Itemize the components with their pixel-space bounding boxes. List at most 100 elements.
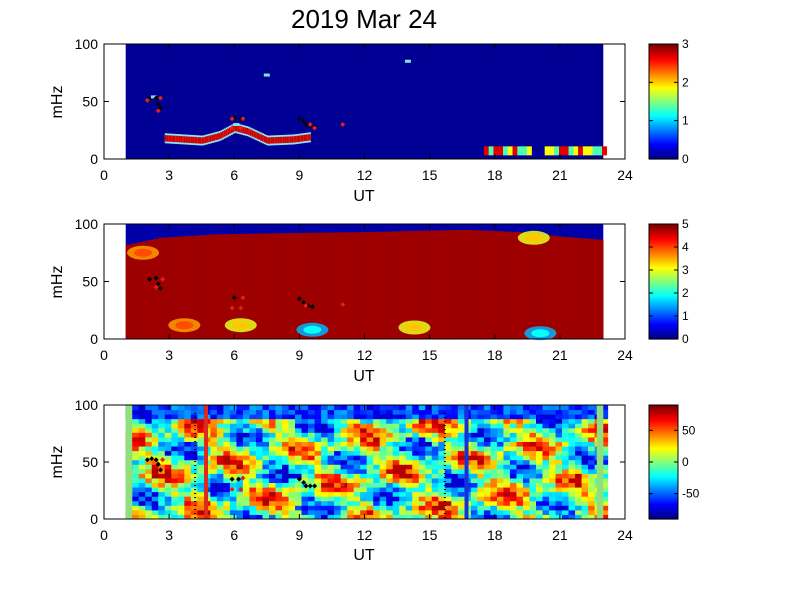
colorbar-cell	[649, 405, 678, 408]
heatmap-cell	[236, 468, 244, 474]
heatmap-cell	[327, 432, 335, 438]
heatmap-cell	[562, 441, 570, 447]
heatmap-cell	[288, 136, 291, 143]
heatmap-cell	[477, 455, 485, 461]
heatmap-cell	[549, 427, 557, 433]
heatmap-cell	[132, 423, 140, 429]
heatmap-cell	[562, 491, 570, 497]
heatmap-cell	[340, 487, 348, 493]
heatmap-cell	[173, 135, 176, 143]
panel-2-markers	[147, 275, 346, 311]
heatmap-cell	[559, 146, 564, 156]
heatmap-cell	[223, 427, 231, 433]
heatmap-cell	[249, 436, 257, 442]
heatmap-cell	[208, 135, 211, 143]
heatmap-cell	[379, 441, 387, 447]
heatmap-cell	[132, 468, 140, 474]
heatmap-cell	[299, 232, 306, 339]
heatmap-cell	[516, 459, 524, 465]
heatmap-cell	[216, 418, 224, 424]
heatmap-cell	[340, 418, 348, 424]
heatmap-blob	[405, 323, 424, 332]
heatmap-cell	[125, 244, 132, 339]
heatmap-cell	[314, 473, 322, 479]
heatmap-cell	[581, 509, 589, 515]
heatmap-cell	[347, 500, 355, 506]
heatmap-cell	[255, 450, 263, 456]
heatmap-cell	[490, 441, 498, 447]
colorbar-cell	[649, 123, 678, 126]
heatmap-cell	[490, 509, 498, 515]
colorbar-tick-label: 1	[682, 309, 689, 323]
heatmap-cell	[223, 405, 231, 411]
heatmap-cell	[549, 405, 557, 411]
heatmap-cell	[300, 135, 303, 142]
heatmap-cell	[321, 436, 329, 442]
heatmap-cell	[171, 441, 179, 447]
heatmap-cell	[509, 427, 517, 433]
heatmap-cell	[249, 500, 257, 506]
heatmap-cell	[521, 232, 528, 339]
heatmap-cell	[373, 459, 381, 465]
heatmap-cell	[210, 418, 218, 424]
heatmap-cell	[242, 418, 250, 424]
heatmap-cell	[496, 468, 504, 474]
heatmap-cell	[158, 514, 166, 520]
heatmap-cell	[490, 427, 498, 433]
heatmap-cell	[340, 500, 348, 506]
heatmap-cell	[407, 231, 414, 339]
heatmap-cell	[522, 477, 530, 484]
heatmap-cell	[575, 500, 583, 506]
heatmap-cell	[249, 473, 257, 479]
heatmap-cell	[568, 418, 576, 424]
heatmap-cell	[229, 127, 231, 134]
heatmap-cell	[255, 487, 263, 493]
heatmap-cell	[425, 491, 433, 497]
heatmap-cell	[145, 450, 153, 456]
heatmap-cell	[516, 405, 524, 411]
heatmap-cell	[223, 446, 231, 452]
heatmap-cell	[268, 441, 276, 447]
red-marker	[303, 303, 309, 309]
heatmap-cell	[440, 230, 447, 339]
heatmap-cell	[242, 509, 250, 515]
heatmap-cell	[282, 409, 290, 415]
heatmap-cell	[242, 409, 250, 415]
heatmap-cell	[542, 423, 550, 429]
heatmap-cell	[210, 427, 218, 433]
heatmap-cell	[386, 509, 394, 515]
heatmap-edge	[125, 405, 133, 519]
heatmap-cell	[444, 418, 452, 424]
heatmap-cell	[184, 405, 192, 411]
heatmap-cell	[502, 146, 508, 156]
heatmap-cell	[503, 418, 511, 424]
heatmap-cell	[314, 464, 322, 470]
heatmap-cell	[379, 414, 387, 420]
red-marker	[312, 125, 318, 131]
heatmap-cell	[366, 464, 374, 470]
heatmap-cell	[483, 473, 491, 479]
heatmap-cell	[477, 409, 485, 415]
heatmap-cell	[177, 405, 185, 411]
x-tick-label: 3	[165, 527, 173, 543]
heatmap-cell	[470, 464, 478, 470]
heatmap-cell	[210, 446, 218, 452]
heatmap-cell	[249, 450, 257, 456]
heatmap-cell	[549, 491, 557, 497]
heatmap-cell	[314, 496, 322, 502]
colorbar-cell	[649, 306, 678, 310]
heatmap-cell	[451, 432, 459, 438]
colorbar-cell	[649, 406, 678, 410]
heatmap-cell	[177, 450, 185, 456]
heatmap-cell	[301, 436, 309, 442]
heatmap-cell	[542, 509, 550, 515]
heatmap-cell	[438, 514, 446, 520]
heatmap-cell	[431, 436, 439, 442]
heatmap-cell	[601, 423, 609, 429]
heatmap-cell	[253, 131, 256, 138]
heatmap-cell	[477, 500, 485, 506]
heatmap-cell	[229, 423, 237, 429]
heatmap-cell	[366, 487, 374, 493]
heatmap-cell	[334, 423, 342, 429]
heatmap-cell	[158, 464, 166, 470]
